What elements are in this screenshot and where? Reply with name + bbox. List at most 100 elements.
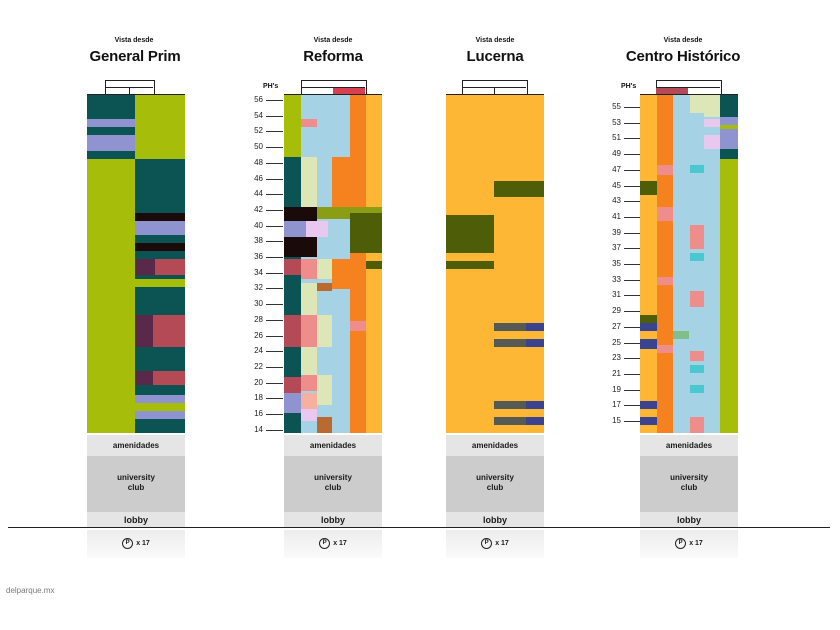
unit-cell — [494, 401, 526, 409]
unit-cell — [690, 385, 704, 393]
floor-tick-label: 51 — [612, 133, 621, 143]
unit-cell — [284, 403, 301, 413]
floor-tick-label: 15 — [612, 416, 621, 425]
unit-cell — [284, 413, 301, 433]
unit-cell — [640, 181, 657, 195]
floor-tick-mark — [266, 429, 283, 431]
floor-tick-label: 54 — [254, 110, 263, 120]
floor-tick-mark — [266, 257, 283, 258]
unit-cell — [690, 417, 704, 433]
floor-tick-label: 26 — [254, 330, 263, 340]
unit-cell — [640, 323, 657, 331]
unit-cell — [135, 395, 185, 403]
floor-tick-label: 43 — [612, 196, 621, 206]
floor-tick-mark — [624, 107, 640, 108]
floor-tick-mark — [266, 288, 283, 290]
floor-tick-label: 16 — [254, 409, 263, 418]
unit-cell — [317, 259, 332, 279]
university-club-line2: club — [324, 483, 342, 492]
university-club-line1: university — [670, 473, 708, 482]
unit-cell — [704, 119, 720, 127]
unit-cell — [640, 95, 657, 433]
lobby-label: lobby — [640, 512, 738, 528]
unit-cell — [350, 95, 366, 433]
floor-tick-mark — [266, 131, 283, 133]
unit-cell — [526, 401, 544, 409]
lucerna-tower — [446, 95, 544, 433]
gp-prefix: Vista desde — [114, 37, 154, 44]
floor-tick-label: 24 — [254, 346, 263, 356]
unit-cell — [494, 417, 526, 425]
floor-tick-mark — [624, 279, 640, 281]
floor-tick-mark — [266, 178, 283, 180]
unit-cell — [526, 417, 544, 425]
unit-cell — [301, 375, 317, 391]
floor-tick-mark — [624, 169, 640, 171]
floor-tick-mark — [266, 147, 283, 149]
unit-cell — [673, 331, 689, 339]
unit-cell — [366, 261, 382, 269]
floor-tick-mark — [266, 304, 283, 306]
unit-cell — [494, 323, 526, 331]
floor-tick-label: 29 — [612, 306, 621, 316]
unit-cell — [153, 371, 185, 385]
parking-icon: P — [122, 537, 134, 549]
unit-cell — [317, 315, 332, 347]
unit-cell — [301, 119, 317, 127]
floor-tick-mark — [266, 414, 283, 415]
centro-prefix: Vista desde — [663, 37, 703, 44]
unit-cell — [494, 181, 544, 197]
unit-cell — [332, 157, 350, 207]
floor-tick-label: 42 — [254, 204, 263, 214]
centro-tower — [640, 95, 738, 433]
unit-cell — [155, 259, 185, 275]
lucerna-title: Lucerna — [466, 48, 524, 65]
unit-cell — [640, 339, 657, 349]
unit-cell — [317, 417, 332, 433]
unit-cell — [657, 345, 673, 353]
floor-tick-label: 56 — [254, 95, 263, 104]
floor-tick-label: 44 — [254, 189, 263, 199]
unit-cell — [301, 283, 317, 291]
floor-tick-mark — [266, 335, 283, 337]
floor-tick-mark — [266, 366, 283, 368]
floor-tick-label: 23 — [612, 353, 621, 363]
unit-cell — [135, 159, 185, 433]
floor-tick-mark — [266, 225, 283, 227]
unit-cell — [690, 351, 704, 361]
unit-cell — [135, 315, 153, 347]
floor-tick-label: 39 — [612, 227, 621, 237]
floor-tick-mark — [266, 162, 283, 164]
floor-tick-mark — [266, 272, 283, 274]
floor-tick-label: 22 — [254, 361, 263, 371]
floor-tick-mark — [624, 421, 640, 422]
floor-tick-mark — [624, 389, 640, 391]
floor-tick-label: 20 — [254, 377, 263, 387]
floor-tick-label: 50 — [254, 142, 263, 152]
unit-cell — [301, 393, 317, 409]
floor-tick-mark — [266, 115, 283, 117]
floor-tick-label: 33 — [612, 274, 621, 284]
unit-cell — [135, 221, 185, 235]
floor-tick-mark — [624, 232, 640, 234]
unit-cell — [135, 243, 185, 251]
floor-tick-label: 45 — [612, 180, 621, 190]
floor-tick-mark — [624, 248, 640, 250]
floor-tick-label: 14 — [254, 424, 263, 434]
unit-cell — [350, 321, 366, 331]
unit-cell — [301, 157, 317, 207]
floor-tick-label: 55 — [612, 102, 621, 111]
amenities-label: amenidades — [446, 435, 544, 456]
unit-cell — [640, 315, 657, 325]
floor-tick-mark — [266, 351, 283, 353]
floor-tick-label: 36 — [254, 252, 263, 261]
amenities-label: amenidades — [284, 435, 382, 456]
floor-tick-label: 30 — [254, 299, 263, 309]
university-club-line1: university — [476, 473, 514, 482]
floor-tick-label: 35 — [612, 259, 621, 268]
reforma-title: Reforma — [303, 48, 363, 65]
